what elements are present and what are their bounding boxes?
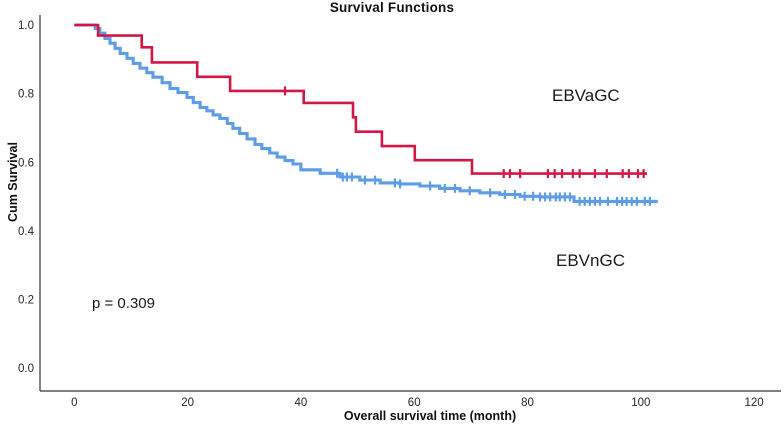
x-tick-label: 80 <box>521 397 534 409</box>
x-tick-label: 40 <box>295 397 308 409</box>
p-value-label: p = 0.309 <box>92 295 155 312</box>
chart-title: Survival Functions <box>329 0 455 15</box>
y-tick-label: 0.8 <box>18 89 34 101</box>
ebvagc-curve <box>74 23 647 175</box>
x-axis-title: Overall survival time (month) <box>343 409 517 423</box>
x-tick-label: 60 <box>408 397 421 409</box>
y-tick-label: 1.0 <box>18 20 34 32</box>
ebvngc-curve <box>74 23 658 203</box>
y-tick-label: 0.6 <box>18 157 34 169</box>
y-tick-label: 0.4 <box>18 226 35 238</box>
x-tick-label: 20 <box>181 397 194 409</box>
y-tick-label: 0.0 <box>18 363 34 375</box>
x-tick-label: 120 <box>745 397 764 409</box>
y-tick-label: 0.2 <box>18 295 34 307</box>
x-tick-label: 0 <box>71 397 77 409</box>
series-label-ebvagc: EBVaGC <box>552 86 620 105</box>
x-tick-label: 100 <box>631 397 650 409</box>
series-label-ebvngc: EBVnGC <box>556 251 625 270</box>
